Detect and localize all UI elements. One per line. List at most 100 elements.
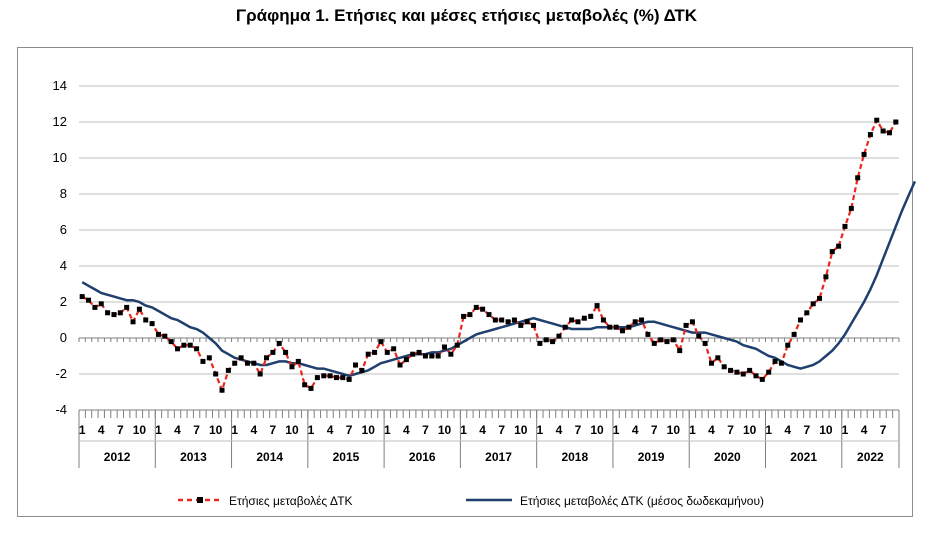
- series-annual-point: [105, 310, 111, 316]
- series-annual-point: [79, 294, 85, 300]
- series-average-line: [81, 180, 917, 378]
- series-annual-point: [206, 355, 212, 361]
- series-annual-point: [219, 387, 225, 393]
- series-annual-point: [664, 339, 670, 345]
- x-month-label: 4: [632, 423, 639, 437]
- series-annual-point: [289, 364, 295, 370]
- series-annual-point: [365, 351, 371, 357]
- x-month-label: 10: [285, 423, 299, 437]
- x-month-label: 10: [514, 423, 528, 437]
- x-month-label: 1: [231, 423, 238, 437]
- series-annual-point: [867, 132, 873, 138]
- series-annual-point: [232, 360, 238, 366]
- x-month-label: 1: [537, 423, 544, 437]
- chart-frame: [17, 47, 913, 517]
- x-month-label: 4: [250, 423, 257, 437]
- x-month-label: 4: [403, 423, 410, 437]
- series-annual-point: [632, 319, 638, 325]
- series-annual-point: [569, 317, 575, 323]
- series-annual-point: [302, 382, 308, 388]
- series-annual-point: [448, 351, 454, 357]
- series-annual-point: [117, 310, 123, 316]
- series-annual-point: [759, 376, 765, 382]
- series-annual-point: [823, 274, 829, 280]
- series-annual-point: [556, 333, 562, 339]
- series-annual-point: [372, 349, 378, 355]
- series-annual-point: [499, 317, 505, 323]
- x-month-label: 1: [79, 423, 86, 437]
- series-annual-point: [486, 312, 492, 318]
- year-label: 2015: [333, 450, 360, 464]
- chart-title: Γράφημα 1. Ετήσιες και μέσες ετήσιες μετ…: [235, 6, 698, 25]
- series-annual-point: [461, 313, 467, 319]
- series-annual-point: [683, 322, 689, 328]
- y-tick-label: 14: [53, 78, 67, 93]
- series-annual-point: [861, 151, 867, 157]
- series-annual-point: [505, 319, 511, 325]
- x-month-label: 7: [498, 423, 505, 437]
- series-annual-point: [111, 312, 117, 318]
- series-annual-point: [785, 342, 791, 348]
- series-annual-point: [613, 324, 619, 330]
- series-annual-point: [689, 319, 695, 325]
- year-label: 2014: [256, 450, 283, 464]
- series-annual-point: [353, 362, 359, 368]
- x-month-label: 4: [98, 423, 105, 437]
- series-annual-point: [270, 349, 276, 355]
- series-annual-point: [575, 319, 581, 325]
- series-annual-point: [524, 319, 530, 325]
- series-annual-point: [562, 324, 568, 330]
- series-annual-point: [766, 369, 772, 375]
- series-annual-point: [886, 130, 892, 136]
- series-annual-point: [181, 342, 187, 348]
- series-annual-point: [175, 346, 181, 352]
- series-annual-point: [124, 304, 130, 310]
- series-annual-point: [740, 371, 746, 377]
- x-month-label: 7: [346, 423, 353, 437]
- series-annual-point: [480, 306, 486, 312]
- series-annual-point: [753, 373, 759, 379]
- series-annual-point: [200, 358, 206, 364]
- x-month-label: 1: [765, 423, 772, 437]
- series-annual-point: [600, 317, 606, 323]
- series-annual-point: [893, 119, 899, 125]
- series-annual-point: [314, 375, 320, 381]
- series-annual-point: [429, 353, 435, 359]
- series-annual-point: [346, 376, 352, 382]
- series-annual-point: [492, 317, 498, 323]
- y-tick-label: 8: [60, 186, 67, 201]
- series-annual-point: [715, 355, 721, 361]
- x-month-label: 1: [384, 423, 391, 437]
- series-annual-point: [143, 317, 149, 323]
- series-annual-point: [842, 223, 848, 229]
- series-annual-point: [86, 297, 92, 303]
- series-annual-point: [607, 324, 613, 330]
- legend-annual-label: Ετήσιες μεταβολές ΔΤΚ: [229, 494, 353, 508]
- series-annual-point: [778, 360, 784, 366]
- x-month-label: 4: [327, 423, 334, 437]
- series-annual-point: [92, 304, 98, 310]
- legend: Ετήσιες μεταβολές ΔΤΚ Ετήσιες μεταβολές …: [178, 494, 764, 508]
- series-annual-point: [772, 358, 778, 364]
- series-annual-point: [581, 315, 587, 321]
- series-annual-point: [410, 351, 416, 357]
- x-month-label: 1: [613, 423, 620, 437]
- series-annual-point: [511, 317, 517, 323]
- series-annual-point: [264, 355, 270, 361]
- series-annual-point: [658, 337, 664, 343]
- legend-average-label: Ετήσιες μεταβολές ΔΤΚ (μέσος δωδεκαμήνου…: [520, 494, 764, 508]
- year-label: 2022: [857, 450, 884, 464]
- series-annual-point: [244, 360, 250, 366]
- x-month-label: 4: [784, 423, 791, 437]
- x-month-label: 7: [270, 423, 277, 437]
- series-annual-point: [880, 128, 886, 134]
- series-annual-point: [327, 373, 333, 379]
- x-month-label: 1: [460, 423, 467, 437]
- series-annual-point: [194, 346, 200, 352]
- y-tick-label: -4: [55, 402, 67, 417]
- series-annual-point: [855, 175, 861, 181]
- series-annual-point: [454, 342, 460, 348]
- y-tick-label: -2: [55, 366, 67, 381]
